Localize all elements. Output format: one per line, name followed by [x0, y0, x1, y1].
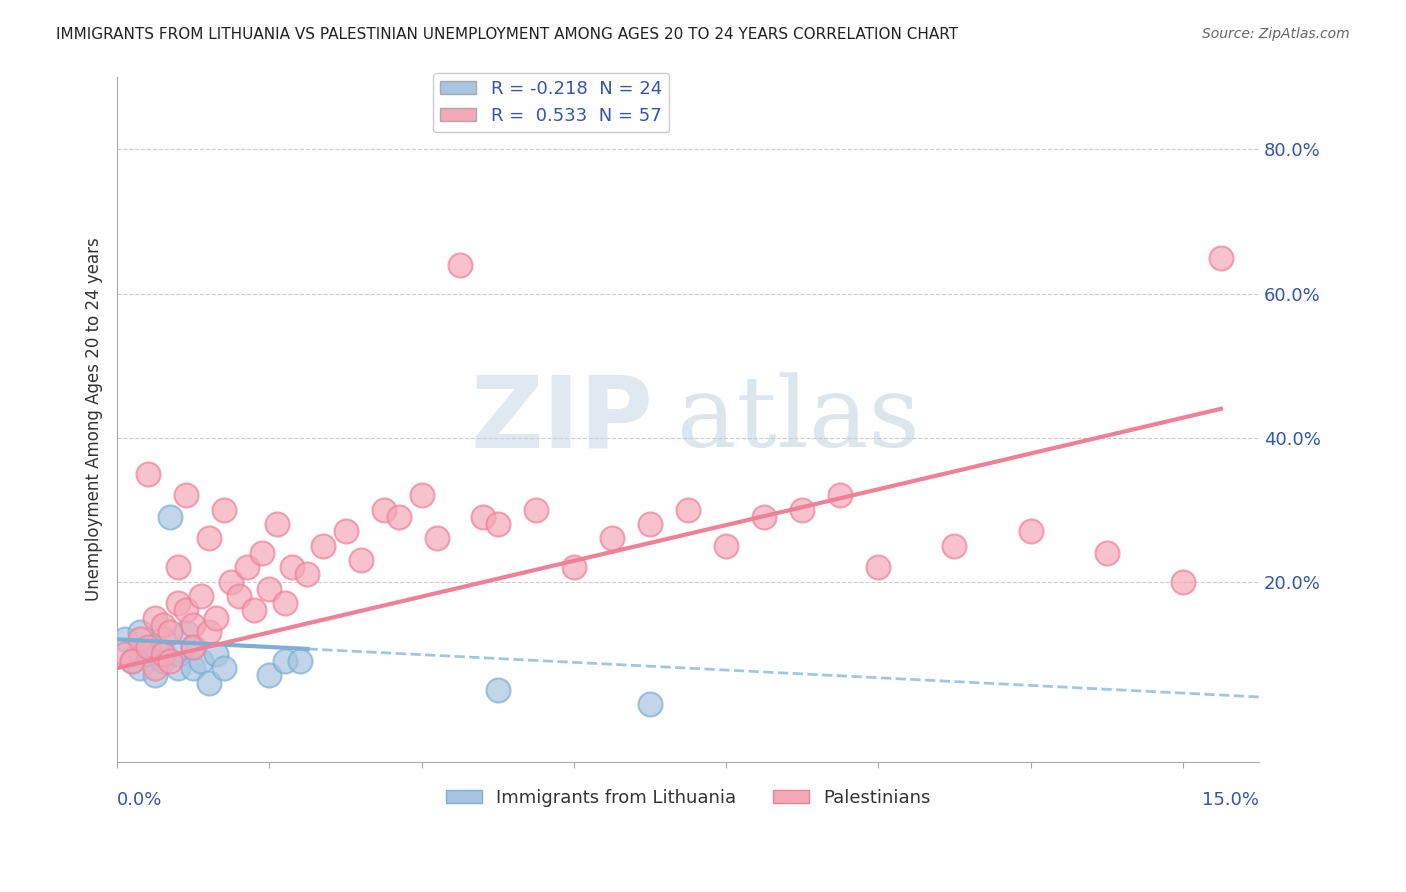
Point [288, 654, 311, 668]
Point [792, 502, 814, 516]
Point [174, 488, 197, 502]
Text: 15.0%: 15.0% [1202, 790, 1258, 808]
Point [638, 697, 661, 711]
Point [1019, 524, 1042, 539]
Point [830, 488, 852, 502]
Legend: Immigrants from Lithuania, Palestinians: Immigrants from Lithuania, Palestinians [439, 782, 938, 814]
Point [143, 640, 166, 654]
Point [152, 647, 174, 661]
Point [266, 517, 288, 532]
Point [373, 502, 395, 516]
Point [159, 654, 181, 668]
Point [181, 618, 204, 632]
Point [600, 532, 623, 546]
Point [486, 682, 509, 697]
Point [235, 560, 257, 574]
Point [114, 647, 136, 661]
Point [243, 603, 266, 617]
Point [167, 647, 190, 661]
Point [714, 539, 737, 553]
Point [143, 661, 166, 675]
Point [486, 517, 509, 532]
Point [1209, 251, 1232, 265]
Text: atlas: atlas [676, 372, 920, 467]
Point [167, 596, 190, 610]
Point [449, 258, 471, 272]
Point [197, 532, 219, 546]
Point [197, 675, 219, 690]
Point [312, 539, 335, 553]
Point [114, 632, 136, 647]
Point [388, 509, 411, 524]
Point [350, 553, 373, 567]
Point [129, 632, 152, 647]
Point [297, 567, 319, 582]
Point [259, 668, 281, 682]
Point [205, 647, 228, 661]
Text: 0.0%: 0.0% [117, 790, 163, 808]
Point [121, 654, 143, 668]
Point [273, 596, 295, 610]
Point [562, 560, 585, 574]
Text: IMMIGRANTS FROM LITHUANIA VS PALESTINIAN UNEMPLOYMENT AMONG AGES 20 TO 24 YEARS : IMMIGRANTS FROM LITHUANIA VS PALESTINIAN… [56, 27, 959, 42]
Point [190, 654, 212, 668]
Point [190, 589, 212, 603]
Point [1171, 574, 1194, 589]
Point [273, 654, 295, 668]
Point [136, 467, 159, 481]
Point [174, 603, 197, 617]
Text: Source: ZipAtlas.com: Source: ZipAtlas.com [1202, 27, 1350, 41]
Point [943, 539, 966, 553]
Point [228, 589, 250, 603]
Point [152, 632, 174, 647]
Point [754, 509, 776, 524]
Point [121, 654, 143, 668]
Y-axis label: Unemployment Among Ages 20 to 24 years: Unemployment Among Ages 20 to 24 years [86, 238, 103, 601]
Point [212, 502, 235, 516]
Point [281, 560, 304, 574]
Point [143, 668, 166, 682]
Point [136, 647, 159, 661]
Point [638, 517, 661, 532]
Point [159, 625, 181, 640]
Point [426, 532, 449, 546]
Point [129, 625, 152, 640]
Point [143, 610, 166, 624]
Text: ZIP: ZIP [471, 371, 654, 468]
Point [129, 661, 152, 675]
Point [136, 640, 159, 654]
Point [159, 509, 181, 524]
Point [167, 661, 190, 675]
Point [197, 625, 219, 640]
Point [1095, 546, 1118, 560]
Point [152, 618, 174, 632]
Point [524, 502, 547, 516]
Point [181, 640, 204, 654]
Point [152, 654, 174, 668]
Point [868, 560, 890, 574]
Point [471, 509, 494, 524]
Point [335, 524, 357, 539]
Point [411, 488, 433, 502]
Point [174, 625, 197, 640]
Point [181, 661, 204, 675]
Point [259, 582, 281, 596]
Point [221, 574, 243, 589]
Point [676, 502, 699, 516]
Point [205, 610, 228, 624]
Point [167, 560, 190, 574]
Point [250, 546, 273, 560]
Point [212, 661, 235, 675]
Point [181, 640, 204, 654]
